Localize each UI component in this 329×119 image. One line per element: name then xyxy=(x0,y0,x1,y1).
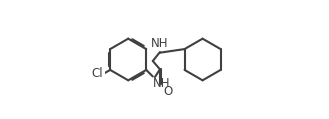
Text: NH: NH xyxy=(153,77,171,90)
Text: O: O xyxy=(163,85,172,98)
Text: NH: NH xyxy=(151,37,169,50)
Text: Cl: Cl xyxy=(91,67,103,80)
